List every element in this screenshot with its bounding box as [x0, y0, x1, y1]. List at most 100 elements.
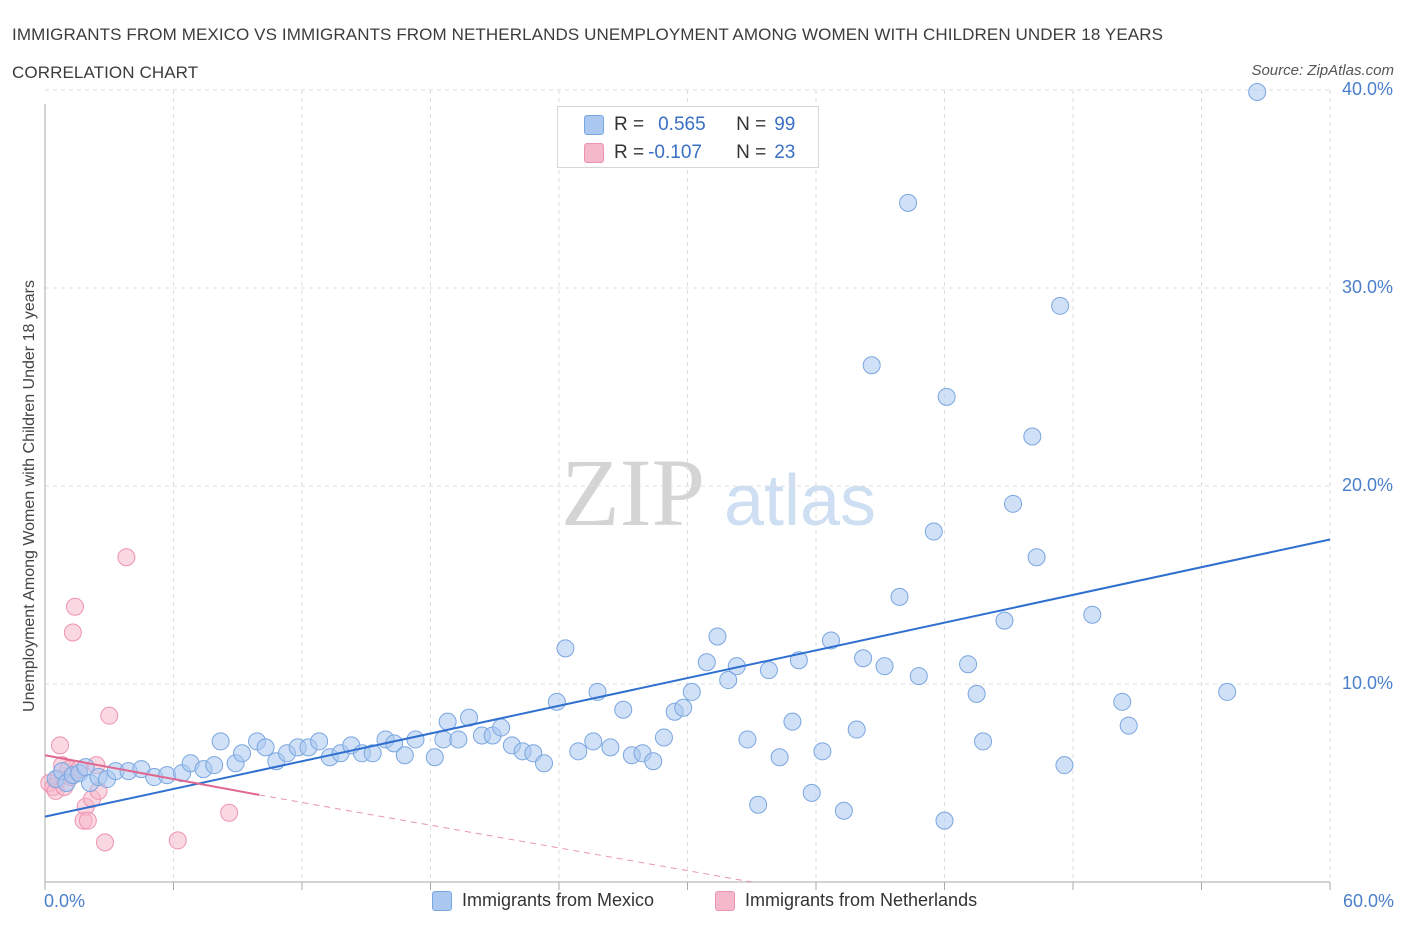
x-tick-label-max: 60.0%	[1342, 891, 1394, 911]
y-tick-label: 40.0%	[1342, 79, 1393, 99]
mexico-point	[492, 718, 511, 737]
mexico-point	[406, 730, 425, 749]
legend-r-value: -0.107	[648, 142, 702, 163]
mexico-point	[233, 744, 252, 763]
x-tick-label-min: 0.0%	[44, 891, 86, 911]
mexico-point	[783, 712, 802, 731]
mexico-point	[847, 720, 866, 739]
correlation-legend: R = 0.565 N = 99 R = -0.107 N = 23	[557, 106, 819, 168]
legend-n-value: 23	[774, 142, 796, 163]
legend-r-label: R =	[614, 114, 645, 135]
mexico-point	[813, 742, 832, 761]
mexico-point	[834, 801, 853, 820]
mexico-point	[875, 657, 894, 676]
mexico-point	[1027, 548, 1046, 567]
legend-item-mexico: Immigrants from Mexico	[432, 890, 654, 911]
mexico-point	[644, 752, 663, 771]
netherlands-point	[220, 803, 239, 822]
mexico-point	[205, 756, 224, 775]
mexico-points	[46, 82, 1267, 830]
source-credit: Source: ZipAtlas.com	[1251, 62, 1394, 79]
mexico-point	[697, 653, 716, 672]
legend-row-netherlands: R = -0.107 N = 23	[584, 141, 795, 165]
legend-r-value: 0.565	[658, 114, 706, 135]
mexico-point	[310, 732, 329, 751]
mexico-point	[974, 732, 993, 751]
legend-swatch-netherlands	[715, 890, 735, 911]
mexico-point	[909, 667, 928, 686]
mexico-point	[719, 671, 738, 690]
mexico-point	[211, 732, 230, 751]
legend-row-mexico: R = 0.565 N = 99	[584, 113, 795, 137]
mexico-point	[256, 738, 275, 757]
netherlands-point	[50, 736, 69, 755]
netherlands-point	[63, 623, 82, 642]
netherlands-point	[78, 811, 97, 830]
mexico-point	[535, 754, 554, 773]
mexico-point	[1083, 605, 1102, 624]
mexico-point	[967, 684, 986, 703]
y-tick-label: 20.0%	[1342, 475, 1393, 495]
mexico-point	[789, 651, 808, 670]
mexico-point	[654, 728, 673, 747]
mexico-point	[1119, 716, 1138, 735]
watermark-zip: ZIP	[561, 439, 705, 546]
mexico-point	[584, 732, 603, 751]
mexico-point	[1051, 296, 1070, 315]
mexico-point	[854, 649, 873, 668]
netherlands-trend-extension	[259, 794, 752, 883]
mexico-point	[770, 748, 789, 767]
mexico-point	[1218, 682, 1237, 701]
mexico-point	[802, 783, 821, 802]
legend-n-label: N =	[736, 114, 767, 135]
mexico-trend-line	[44, 538, 1331, 818]
mexico-point	[434, 730, 453, 749]
mexico-point	[749, 795, 768, 814]
netherlands-point	[168, 831, 187, 850]
watermark-atlas: atlas	[724, 461, 876, 541]
mexico-point	[556, 639, 575, 658]
legend-r-label: R =	[614, 142, 645, 163]
mexico-point	[449, 730, 468, 749]
mexico-point	[682, 682, 701, 701]
legend-item-netherlands: Immigrants from Netherlands	[715, 890, 977, 911]
mexico-point	[935, 811, 954, 830]
grid-lines	[45, 89, 1331, 882]
mexico-point	[924, 522, 943, 541]
netherlands-trend-line	[44, 754, 260, 796]
mexico-point	[738, 730, 757, 749]
mexico-point	[1248, 82, 1267, 101]
mexico-point	[821, 631, 840, 650]
mexico-point	[708, 627, 727, 646]
mexico-point	[890, 587, 909, 606]
legend-label-mexico: Immigrants from Mexico	[462, 890, 655, 910]
legend-swatch-mexico	[584, 115, 604, 135]
mexico-point	[601, 738, 620, 757]
legend-swatch-netherlands	[584, 143, 604, 163]
mexico-point	[674, 698, 693, 717]
legend-n-value: 99	[774, 114, 796, 135]
netherlands-point	[95, 833, 114, 852]
mexico-point	[995, 611, 1014, 630]
mexico-point	[862, 356, 881, 375]
legend-label-netherlands: Immigrants from Netherlands	[745, 890, 978, 910]
mexico-point	[937, 387, 956, 406]
netherlands-point	[100, 706, 119, 725]
trend-lines	[44, 538, 1331, 883]
mexico-point	[1004, 494, 1023, 513]
y-tick-label: 10.0%	[1342, 673, 1393, 693]
mexico-point	[899, 193, 918, 212]
mexico-point	[569, 742, 588, 761]
legend-n-label: N =	[736, 142, 767, 163]
mexico-point	[363, 744, 382, 763]
netherlands-point	[117, 548, 136, 567]
mexico-point	[1023, 427, 1042, 446]
mexico-point	[614, 700, 633, 719]
mexico-point	[959, 655, 978, 674]
mexico-point	[1055, 756, 1074, 775]
mexico-point	[759, 661, 778, 680]
y-tick-labels: 10.0% 20.0% 30.0% 40.0%	[1342, 79, 1393, 693]
series-legend: Immigrants from Mexico Immigrants from N…	[0, 890, 1406, 916]
mexico-point	[395, 746, 414, 765]
